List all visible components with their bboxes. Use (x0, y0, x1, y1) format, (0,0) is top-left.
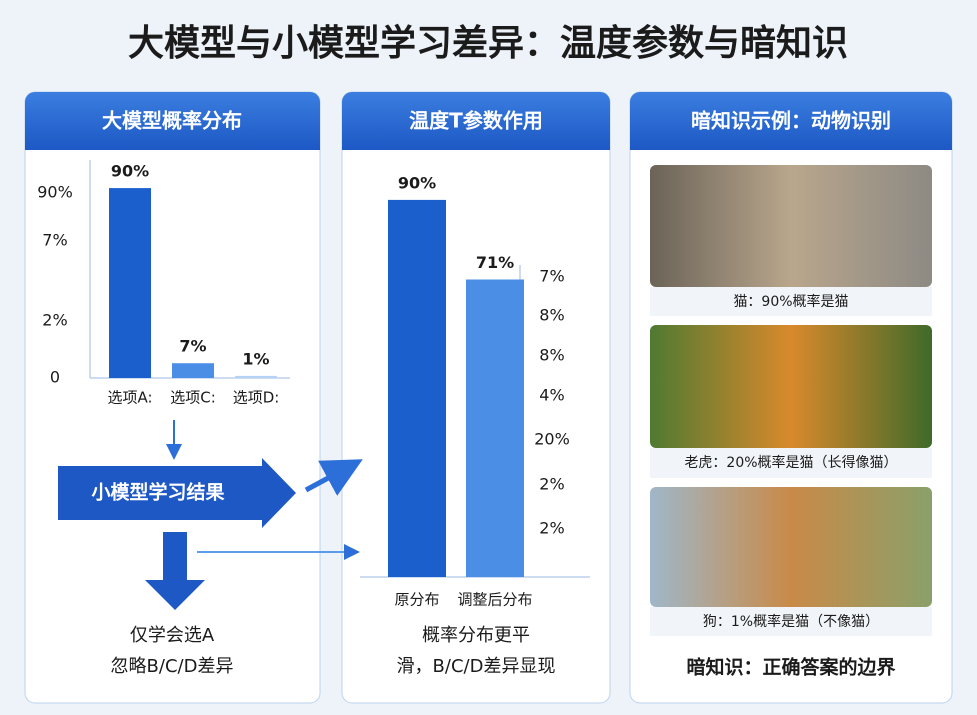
bar (172, 363, 214, 378)
category-label: 调整后分布 (457, 591, 532, 609)
panel-title: 暗知识示例：动物识别 (691, 109, 891, 133)
caption: 暗知识：正确答案的边界 (686, 656, 895, 679)
axis-label: 2% (539, 475, 564, 494)
arrow (304, 459, 363, 496)
panel-header (342, 92, 610, 150)
value-label: 71% (476, 253, 514, 272)
panel-header (630, 92, 952, 150)
category-label: 选项C: (170, 389, 216, 407)
axis-label: 20% (534, 430, 570, 449)
dog-image (650, 487, 932, 607)
tiger-image (650, 325, 932, 448)
axis-label: 0 (50, 368, 60, 387)
axis-label: 2% (539, 519, 564, 538)
cat-image (650, 165, 932, 287)
value-label: 90% (398, 173, 436, 192)
flow-box-label: 小模型学习结果 (91, 481, 224, 504)
axis-label: 7% (539, 267, 564, 286)
category-label: 原分布 (394, 591, 439, 609)
image-caption-bg (650, 287, 932, 316)
result-text: 忽略B/C/D差异 (111, 656, 234, 677)
category-label: 选项D: (233, 389, 280, 407)
value-label: 7% (179, 337, 206, 356)
bar (235, 375, 277, 378)
caption: 滑，B/C/D差异显现 (397, 656, 556, 677)
axis-label: 7% (42, 231, 67, 250)
axis-label: 8% (539, 346, 564, 365)
bar (109, 188, 151, 378)
image-caption: 猫：90%概率是猫 (733, 293, 848, 310)
category-label: 选项A: (107, 389, 152, 407)
arrow (145, 532, 205, 610)
panel-header (25, 92, 320, 150)
image-caption: 狗：1%概率是猫（不像猫） (703, 613, 879, 630)
page-title: 大模型与小模型学习差异：温度参数与暗知识 (128, 22, 848, 64)
caption: 概率分布更平 (422, 625, 530, 646)
image-caption-bg (650, 448, 932, 478)
image-caption: 老虎：20%概率是猫（长得像猫） (684, 454, 897, 471)
bar (388, 199, 446, 577)
axis-label: 90% (37, 183, 73, 202)
image-caption-bg (650, 607, 932, 636)
axis-label: 4% (539, 386, 564, 405)
flow-box (58, 458, 296, 528)
panel-title: 大模型概率分布 (102, 109, 242, 133)
value-label: 1% (242, 349, 269, 368)
axis-label: 8% (539, 306, 564, 325)
value-label: 90% (111, 162, 149, 181)
result-text: 仅学会选A (130, 625, 215, 646)
axis-label: 2% (42, 311, 67, 330)
panel-title: 温度T参数作用 (409, 109, 543, 133)
bar (466, 279, 524, 577)
